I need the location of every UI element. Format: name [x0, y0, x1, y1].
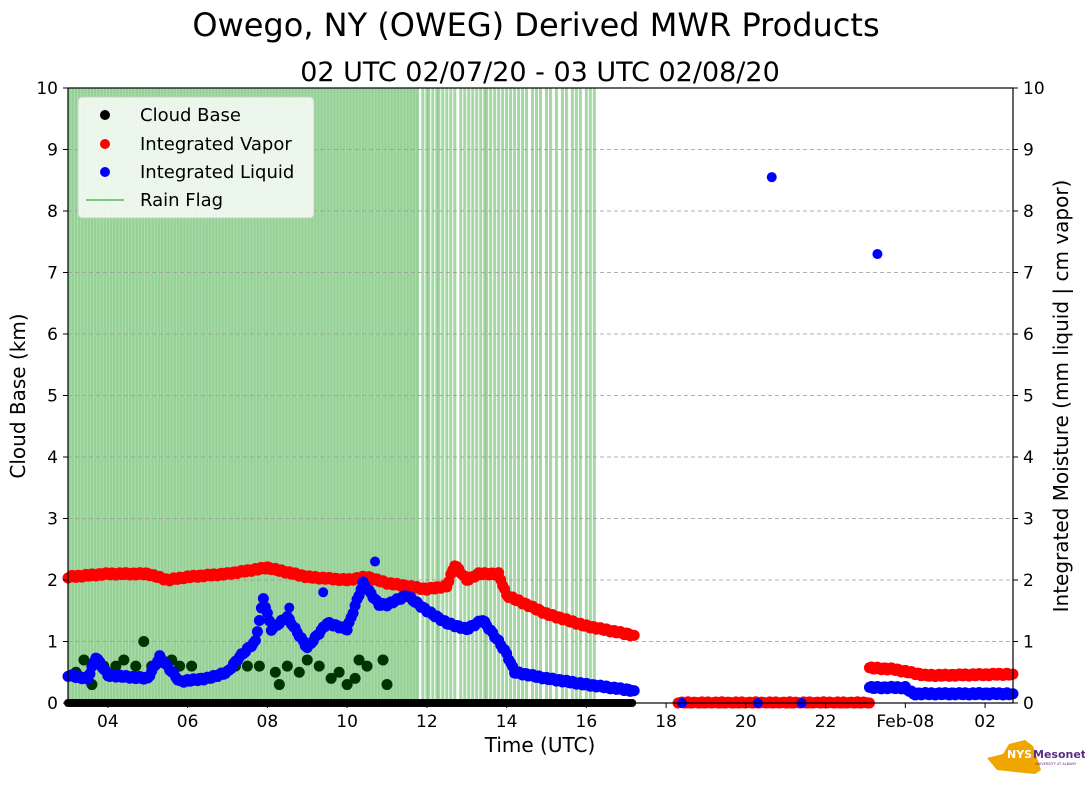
- cloud-base-point: [138, 636, 150, 647]
- x-tick-label: 14: [496, 712, 518, 732]
- legend-label-vapor: Integrated Vapor: [140, 134, 292, 155]
- y-axis-label-right: Integrated Moisture (mm liquid | cm vapo…: [1049, 180, 1073, 613]
- y-tick-label-left: 10: [36, 79, 58, 99]
- liquid-point: [872, 249, 883, 260]
- liquid-point: [257, 593, 269, 605]
- liquid-point: [253, 614, 265, 626]
- x-tick-label: 08: [257, 712, 279, 732]
- liquid-point: [249, 634, 261, 646]
- liquid-point: [370, 556, 381, 567]
- cloud-base-point: [293, 666, 305, 678]
- legend-marker-liquid: [100, 167, 110, 177]
- cloud-base-point: [253, 660, 265, 672]
- cloud-base-point: [341, 679, 353, 691]
- chart-subtitle: 02 UTC 02/07/20 - 03 UTC 02/08/20: [300, 57, 780, 88]
- y-tick-label-right: 7: [1023, 264, 1034, 284]
- liquid-point: [766, 172, 777, 183]
- legend-label-rain: Rain Flag: [140, 190, 223, 211]
- y-tick-label-left: 2: [47, 571, 58, 591]
- x-tick-label: 10: [336, 712, 358, 732]
- chart-title: Owego, NY (OWEG) Derived MWR Products: [192, 6, 879, 44]
- x-tick-label: 12: [416, 712, 438, 732]
- y-tick-label-left: 7: [47, 264, 58, 284]
- cloud-base-point: [313, 660, 325, 672]
- cloud-base-point: [325, 672, 337, 684]
- cloud-base-point: [333, 666, 345, 678]
- y-tick-label-left: 4: [47, 448, 58, 468]
- y-tick-label-right: 2: [1023, 571, 1034, 591]
- cloud-base-point: [78, 654, 90, 666]
- cloud-base-point: [186, 660, 198, 672]
- legend-marker-vapor: [100, 139, 110, 149]
- cloud-base-point: [361, 660, 373, 672]
- x-axis-label: Time (UTC): [484, 733, 596, 757]
- y-tick-label-left: 1: [47, 633, 58, 653]
- liquid-point: [628, 685, 640, 697]
- y-tick-label-right: 3: [1023, 510, 1034, 530]
- y-tick-label-right: 9: [1023, 141, 1034, 161]
- cloud-base-point: [130, 660, 142, 672]
- liquid-point: [318, 587, 329, 598]
- cloud-base-point: [353, 654, 365, 666]
- liquid-point: [251, 626, 263, 638]
- nys-mesonet-logo: NYS Mesonet UNIVERSITY AT ALBANY: [985, 740, 1086, 790]
- y-tick-label-left: 9: [47, 141, 58, 161]
- marks-layer: [62, 172, 1019, 709]
- cloud-base-point: [381, 679, 393, 691]
- cloud-base-point: [301, 654, 313, 666]
- cloud-base-point: [273, 679, 285, 691]
- y-tick-label-left: 0: [47, 694, 58, 714]
- cloud-base-point: [349, 672, 361, 684]
- x-tick-label: 18: [655, 712, 677, 732]
- x-tick-label: 22: [815, 712, 837, 732]
- legend-box: [77, 96, 315, 219]
- y-tick-label-right: 1: [1023, 633, 1034, 653]
- cloud-base-point: [241, 660, 253, 672]
- svg-text:NYS: NYS: [1007, 748, 1032, 761]
- cloud-base-point: [269, 666, 281, 678]
- x-tick-label: 04: [97, 712, 119, 732]
- y-tick-label-left: 3: [47, 510, 58, 530]
- y-tick-label-left: 6: [47, 325, 58, 345]
- cloud-base-point: [110, 660, 122, 672]
- legend-marker-cloud-base: [100, 110, 110, 120]
- vapor-point: [628, 629, 640, 641]
- svg-text:UNIVERSITY AT ALBANY: UNIVERSITY AT ALBANY: [1035, 762, 1077, 766]
- y-axis-label-left: Cloud Base (km): [6, 313, 30, 478]
- y-tick-label-left: 8: [47, 202, 58, 222]
- x-tick-label: 06: [177, 712, 199, 732]
- svg-text:Mesonet: Mesonet: [1033, 748, 1085, 761]
- legend-label-liquid: Integrated Liquid: [140, 162, 294, 183]
- x-tick-label: 02: [974, 712, 996, 732]
- y-tick-label-left: 5: [47, 387, 58, 407]
- cloud-base-point: [377, 654, 389, 666]
- y-tick-label-right: 0: [1023, 694, 1034, 714]
- y-tick-label-right: 5: [1023, 387, 1034, 407]
- y-tick-label-right: 4: [1023, 448, 1034, 468]
- cloud-base-point: [118, 654, 130, 666]
- liquid-point: [284, 602, 295, 613]
- x-tick-label: 16: [576, 712, 598, 732]
- y-tick-label-right: 10: [1023, 79, 1045, 99]
- y-tick-label-right: 8: [1023, 202, 1034, 222]
- cloud-base-point: [281, 660, 293, 672]
- legend-label-cloud-base: Cloud Base: [140, 105, 241, 126]
- x-tick-label: Feb-08: [876, 712, 934, 732]
- x-tick-label: 20: [735, 712, 757, 732]
- y-tick-label-right: 6: [1023, 325, 1034, 345]
- legend: Cloud Base Integrated Vapor Integrated L…: [77, 96, 315, 219]
